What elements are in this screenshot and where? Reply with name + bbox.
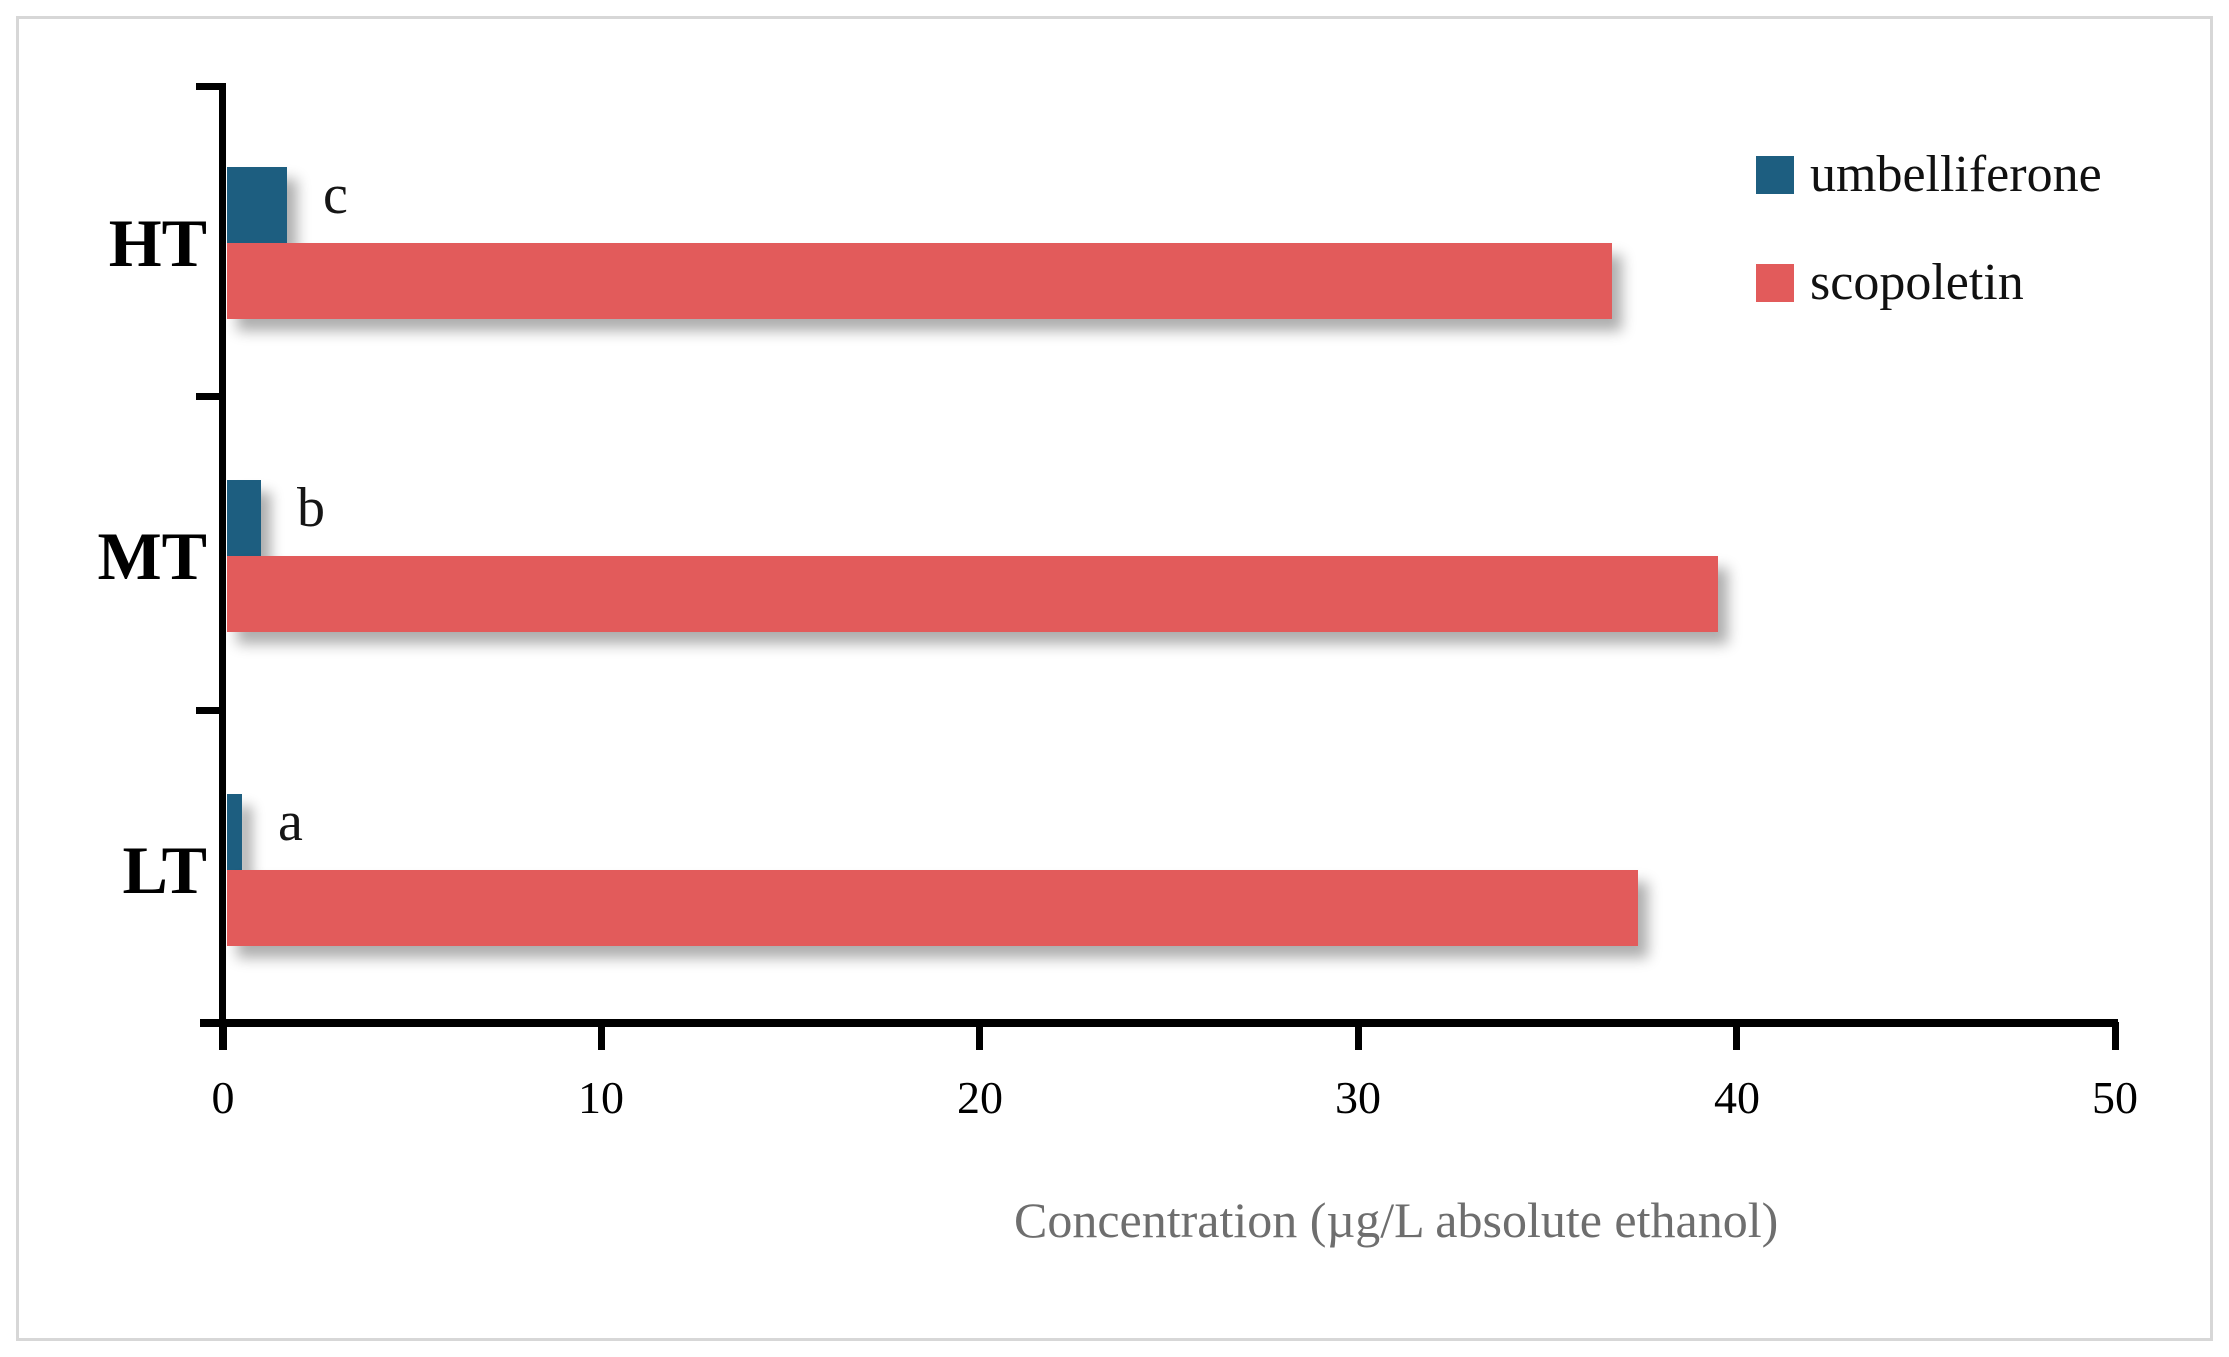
y-axis-category-tick (196, 706, 226, 714)
figure-border (16, 16, 2213, 1341)
bar-umbelliferone-ht (227, 167, 287, 243)
bar-umbelliferone-mt (227, 480, 261, 557)
legend-item-scopoletin: scopoletin (1756, 254, 2102, 312)
x-axis-tick-10 (598, 1022, 605, 1050)
legend: umbelliferone scopoletin (1756, 146, 2102, 362)
x-axis-tick-20 (976, 1022, 983, 1050)
legend-label-scopoletin: scopoletin (1810, 254, 2024, 311)
x-tick-label-10: 10 (578, 1072, 624, 1123)
y-axis-line (219, 83, 226, 1050)
x-tick-label-30: 30 (1335, 1072, 1381, 1123)
x-tick-label-0: 0 (211, 1072, 235, 1123)
legend-item-umbelliferone: umbelliferone (1756, 146, 2102, 204)
category-label-mt: MT (97, 518, 207, 595)
legend-swatch-umbelliferone (1756, 156, 1794, 194)
x-tick-label-40: 40 (1714, 1072, 1760, 1123)
bar-umbelliferone-lt (227, 793, 242, 870)
x-axis-line (200, 1019, 2118, 1027)
y-axis-category-tick (196, 393, 226, 401)
category-label-ht: HT (108, 205, 207, 281)
x-axis-tick-0 (220, 1022, 227, 1050)
significance-letter-a: a (278, 790, 303, 853)
significance-letter-c: c (323, 164, 348, 226)
x-tick-label-50: 50 (2092, 1072, 2138, 1123)
x-axis-tick-50 (2112, 1022, 2119, 1050)
legend-label-umbelliferone: umbelliferone (1810, 146, 2102, 203)
bar-scopoletin-mt (227, 556, 1718, 633)
significance-letter-b: b (297, 477, 325, 540)
x-axis-tick-30 (1355, 1022, 1362, 1050)
bar-scopoletin-lt (227, 869, 1638, 946)
legend-swatch-scopoletin (1756, 264, 1794, 302)
x-tick-label-20: 20 (957, 1072, 1003, 1123)
x-axis-title: Concentration (µg/L absolute ethanol) (1014, 1192, 1779, 1248)
y-axis-top-tick (196, 83, 226, 90)
bar-scopoletin-ht (227, 243, 1612, 319)
x-axis-tick-40 (1733, 1022, 1740, 1050)
category-label-lt: LT (122, 831, 207, 908)
